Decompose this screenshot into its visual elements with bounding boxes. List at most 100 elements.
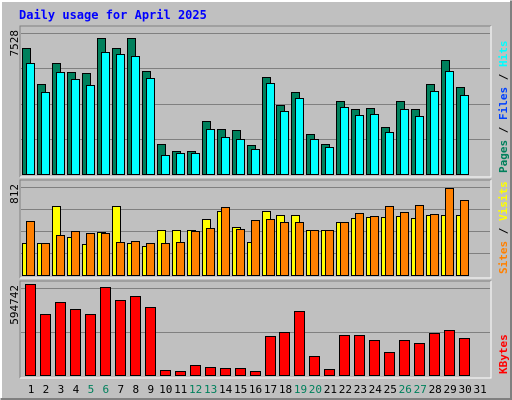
- kbytes-bar: [399, 340, 410, 376]
- day-label: 15: [234, 383, 247, 396]
- hits-bar: [430, 91, 439, 175]
- day-label: 8: [132, 383, 139, 396]
- hits-bar: [41, 92, 50, 175]
- hits-bar: [116, 54, 125, 175]
- hits-bar: [266, 83, 275, 175]
- kbytes-bar: [429, 333, 440, 376]
- day-label: 10: [159, 383, 172, 396]
- hits-bar: [340, 107, 349, 175]
- kbytes-bar: [70, 309, 81, 376]
- hits-panel-border-light: [20, 26, 492, 178]
- sites-bar: [445, 188, 454, 276]
- kbytes-panel-border-dark: [19, 280, 491, 378]
- hits-panel-border-dark: [19, 25, 491, 177]
- hits-bar: [385, 132, 394, 175]
- sites-bar: [101, 233, 110, 276]
- hits-bar: [86, 85, 95, 175]
- kbytes-bar: [145, 307, 156, 376]
- visits-panel-border-dark: [19, 179, 491, 278]
- day-label: 25: [384, 383, 397, 396]
- sites-bar: [86, 233, 95, 276]
- kbytes-bar: [279, 332, 290, 376]
- sites-bar: [460, 200, 469, 276]
- hits-legend-pages: Pages: [497, 140, 510, 173]
- kbytes-bar: [324, 369, 335, 376]
- kbytes-bar: [384, 352, 395, 376]
- day-label: 24: [369, 383, 383, 396]
- hits-legend-files: Files: [497, 87, 510, 120]
- kbytes-bar: [414, 343, 425, 376]
- day-label: 11: [174, 383, 187, 396]
- visits-max-label: 812: [8, 184, 21, 204]
- chart-title: Daily usage for April 2025: [19, 8, 207, 22]
- day-label: 2: [43, 383, 50, 396]
- hits-max-label: 7528: [8, 30, 21, 57]
- kbytes-bar: [235, 368, 246, 376]
- day-label: 13: [204, 383, 217, 396]
- day-label: 19: [294, 383, 307, 396]
- sites-bar: [370, 216, 379, 276]
- sites-bar: [26, 221, 35, 276]
- kbytes-bar: [444, 330, 455, 376]
- kbytes-bar: [40, 314, 51, 376]
- day-label: 16: [249, 383, 262, 396]
- visits-legend-visits: Visits: [497, 181, 510, 221]
- sites-bar: [71, 231, 80, 276]
- day-label: 21: [324, 383, 337, 396]
- sites-bar: [355, 213, 364, 276]
- hits-bar: [280, 111, 289, 175]
- hits-bar: [221, 137, 230, 175]
- kbytes-bar: [190, 365, 201, 376]
- kbytes-bar: [220, 368, 231, 376]
- sites-bar: [400, 212, 409, 276]
- hits-bar: [146, 78, 155, 175]
- hits-bar: [26, 63, 35, 175]
- day-label: 29: [444, 383, 457, 396]
- day-label: 7: [118, 383, 125, 396]
- day-label: 6: [103, 383, 110, 396]
- sites-bar: [430, 214, 439, 276]
- kbytes-bar: [309, 356, 320, 376]
- hits-legend-hits: Hits: [497, 41, 510, 68]
- hits-bar: [415, 116, 424, 175]
- day-label: 30: [459, 383, 472, 396]
- hits-bar: [370, 114, 379, 175]
- sites-bar: [41, 243, 50, 276]
- kbytes-bar: [115, 300, 126, 376]
- hits-bar: [445, 71, 454, 175]
- hits-bar: [310, 139, 319, 175]
- day-label: 20: [309, 383, 322, 396]
- day-label: 1: [28, 383, 35, 396]
- day-label: 27: [414, 383, 427, 396]
- kbytes-bar: [130, 296, 141, 376]
- hits-bar: [56, 72, 65, 175]
- sites-bar: [56, 235, 65, 276]
- sites-bar: [295, 222, 304, 276]
- kbytes-bar: [265, 336, 276, 376]
- sites-bar: [146, 243, 155, 276]
- sites-bar: [325, 230, 334, 276]
- day-axis-labels: 1 2 3 4 5 6 7 8 9 10 11 12 13 14 15 16 17 18 19 20 21 22 23 24 2…: [28, 383, 487, 396]
- day-label: 9: [147, 383, 154, 396]
- sites-bar: [385, 206, 394, 276]
- hits-bar: [101, 52, 110, 175]
- hits-bar: [400, 109, 409, 175]
- sites-bar: [251, 220, 260, 276]
- kbytes-bar: [85, 314, 96, 376]
- day-label: 3: [58, 383, 65, 396]
- kbytes-bar: [100, 287, 111, 376]
- hits-bar: [176, 153, 185, 175]
- day-label: 17: [264, 383, 277, 396]
- sites-bar: [266, 219, 275, 276]
- kbytes-bar: [294, 311, 305, 376]
- day-label: 31: [473, 383, 486, 396]
- hits-bar: [251, 149, 260, 175]
- sites-bar: [280, 222, 289, 276]
- visits-legend: Sites / Visits: [497, 181, 510, 274]
- kbytes-bar: [354, 335, 365, 376]
- day-label: 23: [354, 383, 367, 396]
- sites-bar: [206, 228, 215, 276]
- hits-legend-separator: /: [497, 120, 510, 140]
